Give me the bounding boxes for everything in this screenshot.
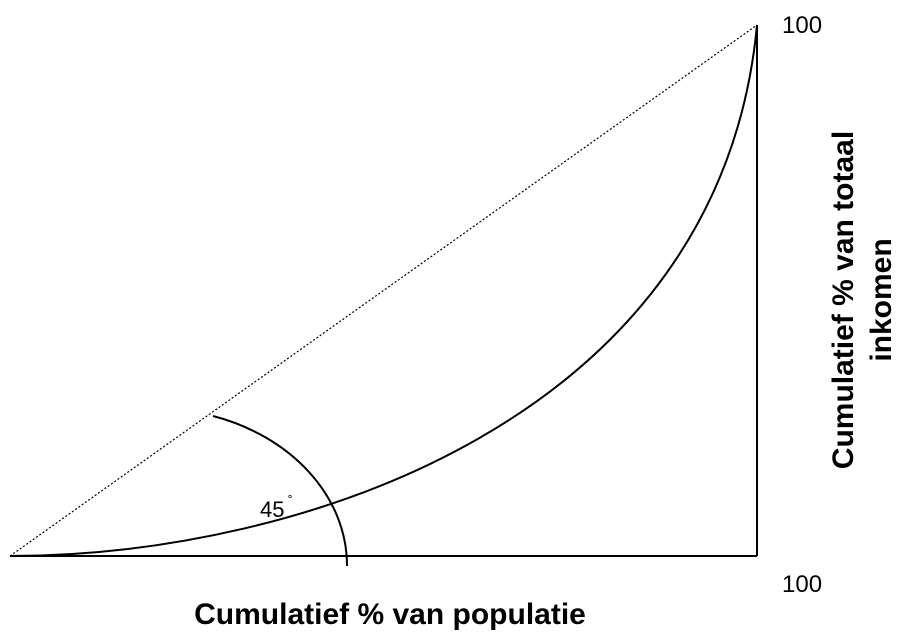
degree-sign: ˚	[288, 493, 293, 509]
equality-line	[9, 24, 758, 557]
x-right-label: 100	[782, 571, 822, 598]
lorenz-curve	[9, 24, 758, 557]
x-axis-title: Cumulatief % van populatie	[194, 598, 586, 631]
y-axis-title-line: Cumulatief % van totaal	[827, 131, 860, 469]
angle-label: 45	[260, 497, 284, 522]
y-top-label: 100	[782, 12, 822, 39]
y-axis-title: Cumulatief % van totaal inkomen	[827, 131, 897, 469]
angle-arc	[212, 415, 348, 567]
y-axis-title-line: inkomen	[865, 238, 897, 361]
